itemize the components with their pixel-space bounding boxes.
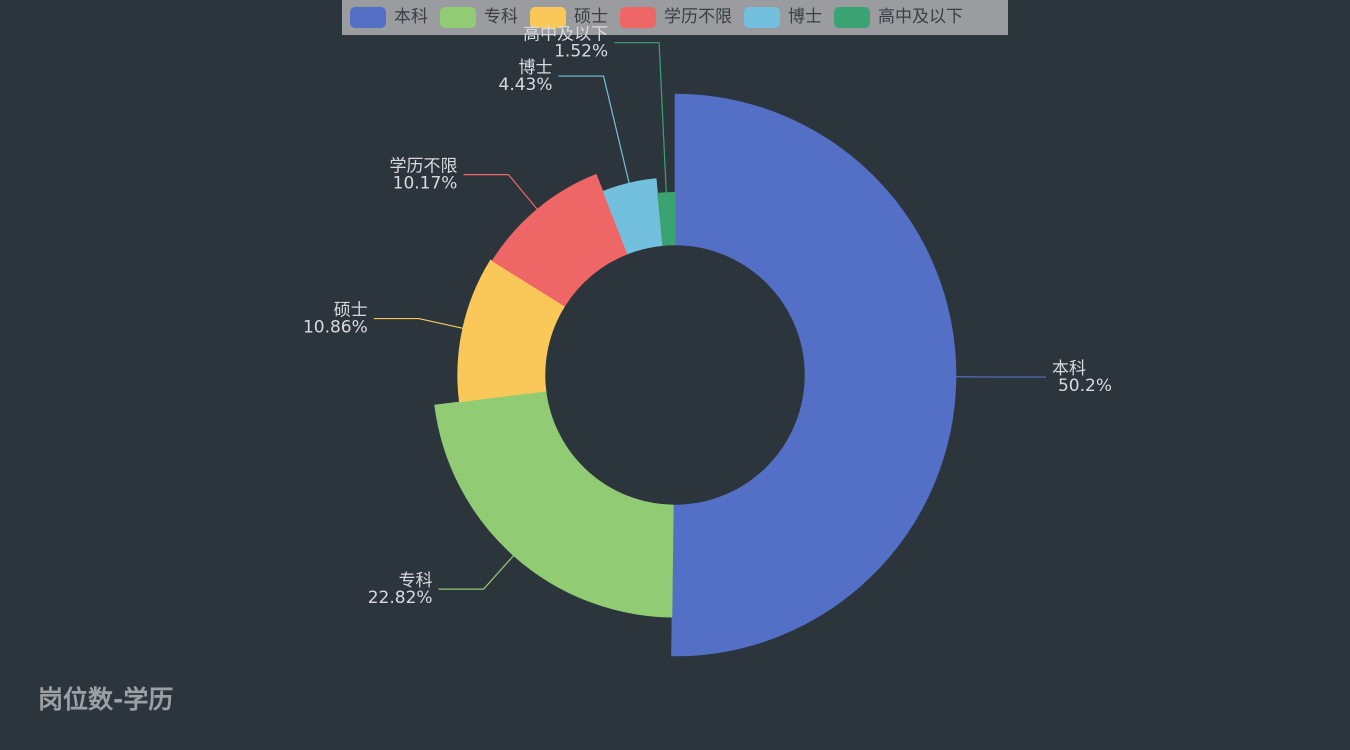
data-label-name-4: 博士 <box>519 58 553 78</box>
leader-line-2 <box>373 317 469 331</box>
slice-5[interactable] <box>657 191 676 246</box>
leader-line-3 <box>463 173 542 215</box>
data-label-name-5: 高中及以下 <box>523 25 608 45</box>
legend-swatch-0[interactable] <box>350 7 386 28</box>
data-label-name-2: 硕士 <box>334 301 368 321</box>
data-label-name-3: 学历不限 <box>389 157 457 177</box>
legend-label-2[interactable]: 硕士 <box>574 7 608 27</box>
legend-label-1[interactable]: 专科 <box>484 7 518 27</box>
legend-label-4[interactable]: 博士 <box>788 7 822 27</box>
slice-2[interactable] <box>457 259 566 403</box>
data-label-value-1: 22.82% <box>368 588 433 608</box>
slice-0[interactable] <box>671 93 957 657</box>
chart-title: 岗位数-学历 <box>38 685 174 714</box>
data-label-name-0: 本科 <box>1052 359 1086 379</box>
data-label-name-1: 专科 <box>399 571 433 591</box>
legend-label-0[interactable]: 本科 <box>394 7 428 27</box>
legend-swatch-5[interactable] <box>834 7 870 28</box>
legend-swatch-4[interactable] <box>744 7 780 28</box>
data-label-value-4: 4.43% <box>499 75 553 95</box>
data-label-value-3: 10.17% <box>393 174 458 194</box>
legend-swatch-2[interactable] <box>530 7 566 28</box>
legend-label-3[interactable]: 学历不限 <box>664 7 732 27</box>
slice-1[interactable] <box>434 390 674 618</box>
data-label-value-2: 10.86% <box>303 318 368 338</box>
legend-label-5[interactable]: 高中及以下 <box>878 7 963 27</box>
chart-legend: 本科 专科 硕士 学历不限 博士 高中及以下 <box>342 0 1008 35</box>
data-label-value-5: 1.52% <box>554 42 608 62</box>
leader-line-4 <box>558 75 632 190</box>
legend-swatch-1[interactable] <box>440 7 476 28</box>
leader-line-5 <box>614 42 668 199</box>
slice-3[interactable] <box>491 173 628 307</box>
legend-swatch-3[interactable] <box>620 7 656 28</box>
leader-line-1 <box>438 550 519 590</box>
data-label-value-0: 50.2% <box>1058 376 1112 396</box>
